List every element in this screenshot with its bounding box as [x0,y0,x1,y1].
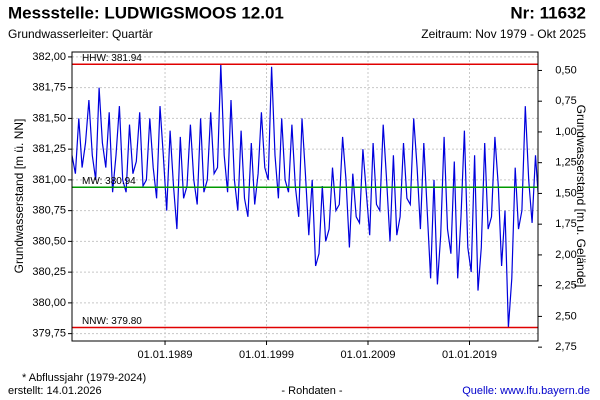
chart-title: Messstelle: LUDWIGSMOOS 12.01 [8,3,284,22]
data-note: - Rohdaten - [281,385,342,397]
x-tick-label: 01.01.1989 [137,349,192,361]
x-tick-label: 01.01.1999 [239,349,294,361]
x-tick-label: 01.01.2009 [340,349,395,361]
x-tick-label: 01.01.2019 [442,349,497,361]
y-tick-label: 382,00 [32,51,66,63]
station-number: Nr: 11632 [510,3,586,22]
y2-tick-label: 1,75 [555,218,576,230]
y-axis-label: Grundwasserstand [m ü. NN] [12,119,26,274]
plot-frame [71,51,539,342]
reference-label: HHW: 381.94 [82,53,142,64]
reference-label: MW: 380.94 [82,176,136,187]
y-tick-label: 380,75 [32,205,66,217]
subtitle: Grundwasserleiter: Quartär [8,27,153,41]
series-line [71,64,539,328]
y-tick-label: 380,00 [32,297,66,309]
y-tick-label: 380,50 [32,235,66,247]
y-tick-label: 381,25 [32,143,66,155]
y2-tick-label: 2,25 [555,280,576,292]
y2-axis-label: Grundwasserstand [m u. Gelände] [574,105,588,288]
y-tick-label: 380,25 [32,266,66,278]
y-tick-label: 381,00 [32,174,66,186]
y-tick-label: 379,75 [32,328,66,340]
y2-tick-label: 1,50 [555,187,576,199]
source-link[interactable]: Quelle: www.lfu.bayern.de [462,385,590,397]
y2-tick-label: 2,50 [555,310,576,322]
y2-tick-label: 1,00 [555,126,576,138]
y-tick-label: 381,50 [32,112,66,124]
y-tick-label: 381,75 [32,82,66,94]
y2-tick-label: 0,75 [555,95,576,107]
y2-tick-label: 2,75 [555,341,576,353]
reference-label: NNW: 379.80 [82,316,142,327]
footnote: * Abflussjahr (1979-2024) [22,372,146,384]
created-date: erstellt: 14.01.2026 [8,385,102,397]
y2-tick-label: 2,00 [555,249,576,261]
period: Zeitraum: Nov 1979 - Okt 2025 [421,27,586,41]
y2-tick-label: 1,25 [555,157,576,169]
y2-tick-label: 0,50 [555,64,576,76]
